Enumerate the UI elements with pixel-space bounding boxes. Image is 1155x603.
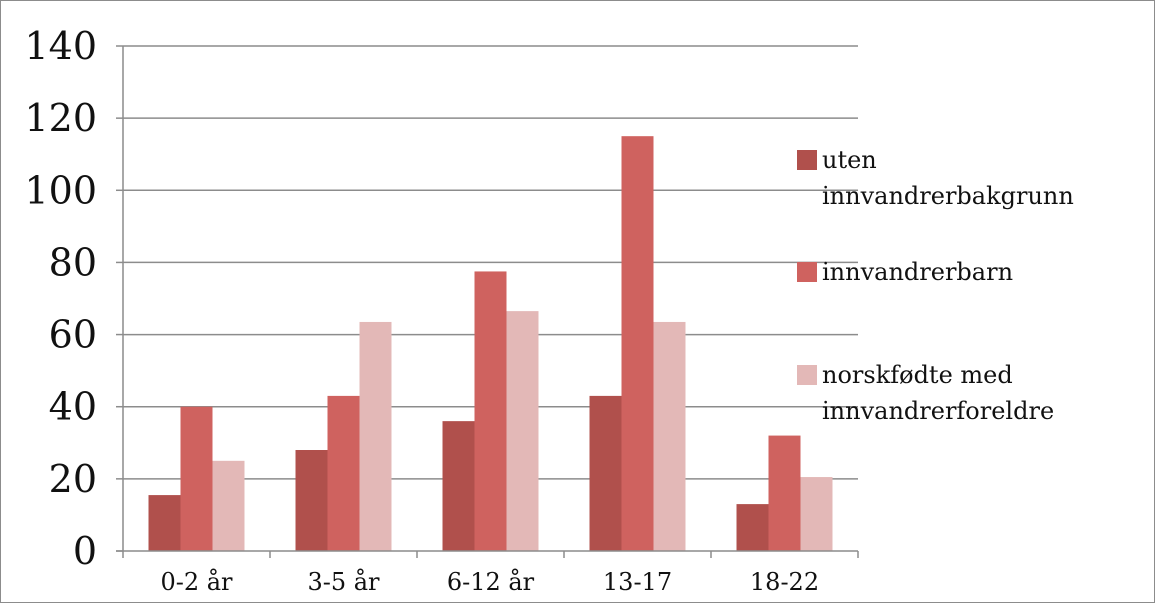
bar-series-2 xyxy=(180,406,213,551)
y-tick-label: 40 xyxy=(49,385,97,429)
bar-series-2 xyxy=(768,435,801,551)
axes xyxy=(116,45,859,558)
x-axis-category-labels: 0-2 år 3-5 år 6-12 år 13-17 18-22 xyxy=(160,567,819,596)
bar-series-2 xyxy=(621,136,654,551)
bar-series-1 xyxy=(736,504,769,551)
legend-item: norskfødte med innvandrerforeldre xyxy=(797,361,1054,425)
y-tick-label: 120 xyxy=(24,96,97,140)
legend-label: innvandrerbakgrunn xyxy=(822,182,1074,210)
legend-item: innvandrerbarn xyxy=(797,258,1013,286)
bar-series-3 xyxy=(800,477,833,551)
x-category-label: 0-2 år xyxy=(160,567,233,596)
y-tick-label: 60 xyxy=(49,313,97,357)
bar-series-1 xyxy=(442,421,475,551)
bar-series-1 xyxy=(589,395,622,551)
legend-label: innvandrerforeldre xyxy=(822,397,1054,425)
x-category-label: 18-22 xyxy=(750,568,819,596)
legend-item: uten innvandrerbakgrunn xyxy=(797,146,1074,210)
x-category-label: 13-17 xyxy=(603,568,672,596)
bar-series-3 xyxy=(359,321,392,551)
y-tick-label: 100 xyxy=(24,168,97,212)
bar-series-2 xyxy=(327,395,360,551)
x-category-label: 6-12 år xyxy=(447,567,535,596)
x-category-label: 3-5 år xyxy=(307,567,380,596)
legend-label: uten xyxy=(822,146,877,174)
bar-series-3 xyxy=(506,311,539,551)
y-tick-label: 20 xyxy=(49,457,97,501)
legend-label: norskfødte med xyxy=(822,361,1013,389)
legend: uten innvandrerbakgrunn innvandrerbarn nors… xyxy=(797,146,1074,425)
y-tick-label: 0 xyxy=(73,529,97,573)
y-tick-label: 140 xyxy=(24,24,97,68)
bar-series-1 xyxy=(295,450,328,551)
y-axis-tick-labels: 0 20 40 60 80 100 120 140 xyxy=(24,24,97,573)
gridlines xyxy=(123,45,858,480)
y-tick-label: 80 xyxy=(49,240,97,284)
bar-series-1 xyxy=(148,495,181,551)
bar-series-2 xyxy=(474,271,507,551)
bars xyxy=(148,136,833,551)
bar-series-3 xyxy=(212,460,245,551)
legend-swatch xyxy=(797,365,817,385)
legend-swatch xyxy=(797,150,817,170)
bar-series-3 xyxy=(653,321,686,551)
legend-swatch xyxy=(797,262,817,282)
legend-label: innvandrerbarn xyxy=(822,258,1013,286)
